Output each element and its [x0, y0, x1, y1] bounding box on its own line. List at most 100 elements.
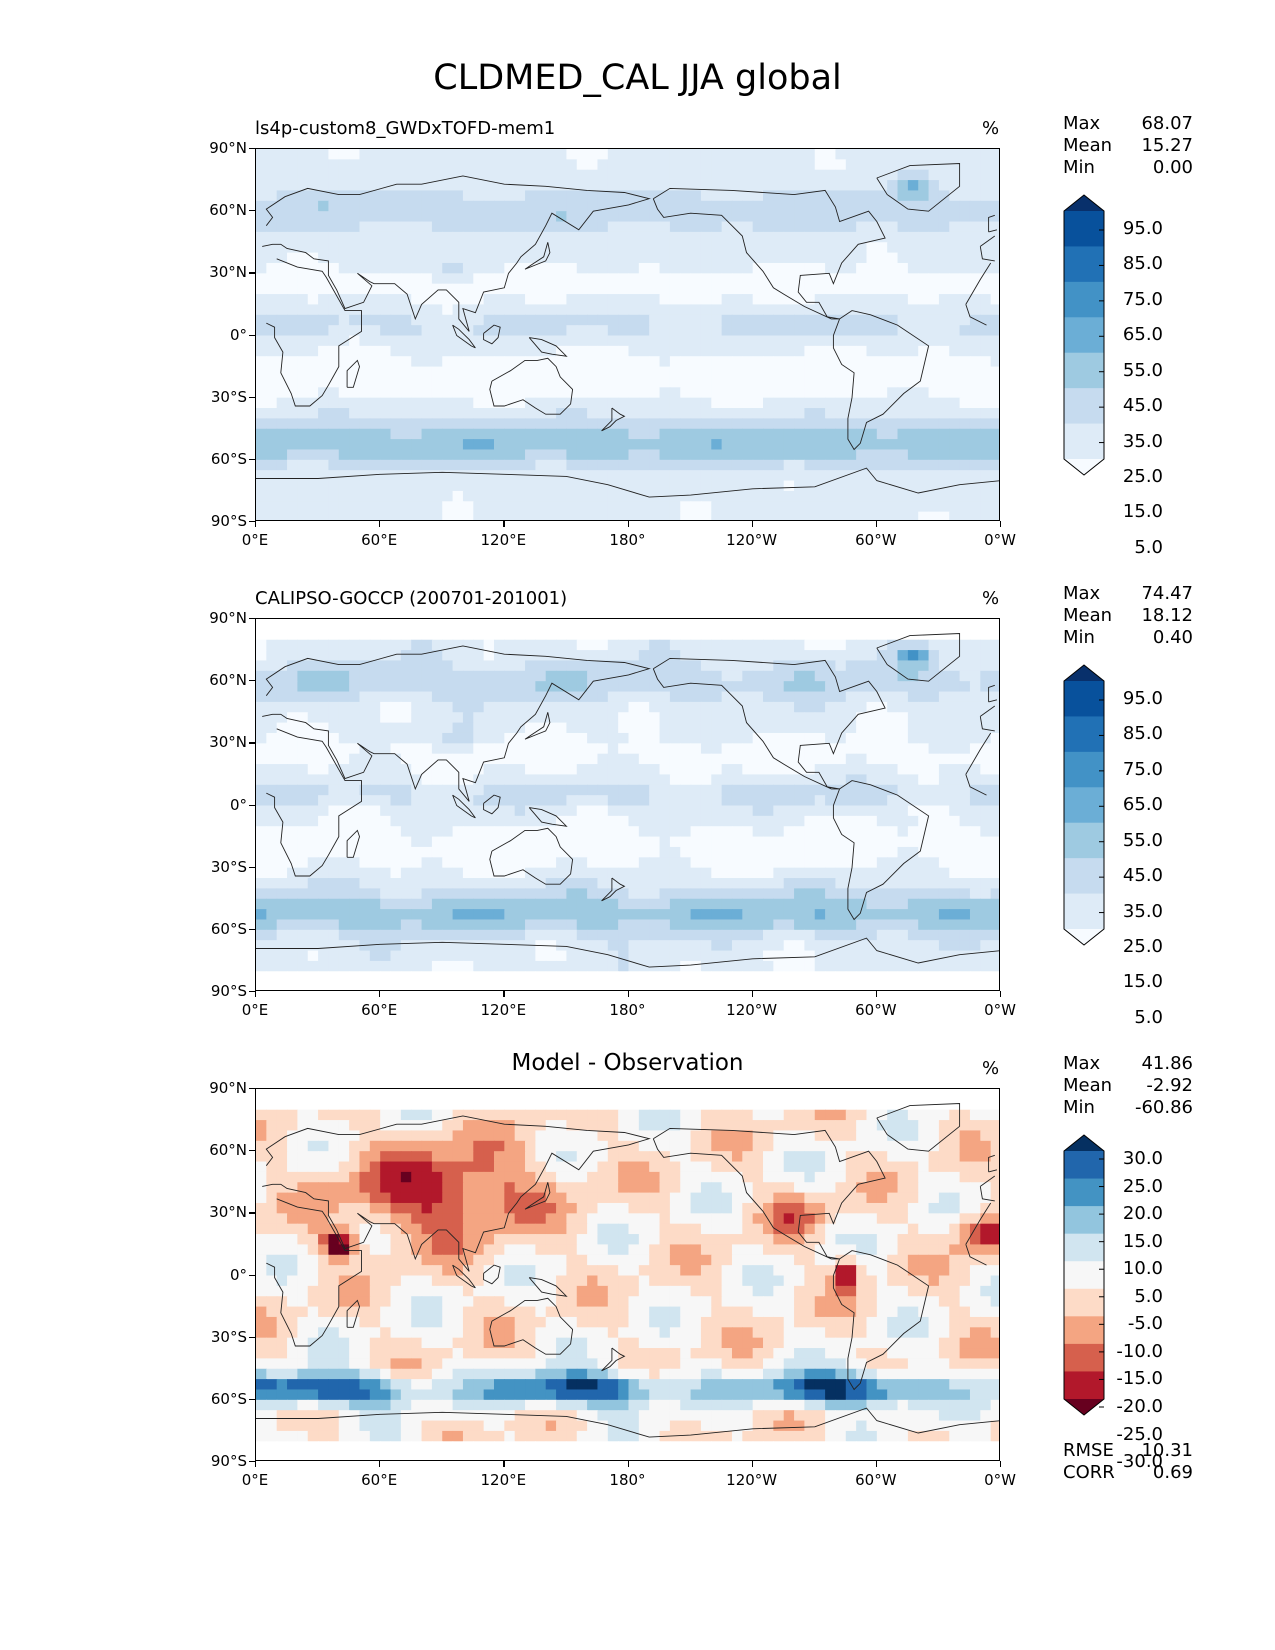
- colorbar-tick-label: 10.0: [1122, 1258, 1163, 1280]
- lon-tick-label: 180°: [609, 531, 646, 549]
- lat-tick-label: 60°S: [210, 1389, 247, 1408]
- colorbar-tick-label: 25.0: [1122, 936, 1163, 957]
- stat-label: Min: [1063, 157, 1095, 178]
- lon-tick-mark: [1000, 521, 1002, 527]
- map-canvas: [256, 149, 999, 520]
- lon-tick-label: 180°: [609, 1471, 646, 1489]
- coastline-newguinea: [528, 807, 568, 827]
- coastline-britain: [988, 214, 998, 233]
- stat-value: 0.00: [1152, 157, 1193, 178]
- lat-tick-label: 90°S: [210, 982, 247, 1000]
- lat-tick-label: 90°N: [209, 609, 247, 627]
- lon-tick-label: 120°E: [480, 1001, 527, 1019]
- lat-tick-label: 0°: [229, 1265, 247, 1284]
- metric-label: RMSE: [1063, 1440, 1114, 1461]
- lat-tick-label: 0°: [229, 795, 247, 814]
- lat-tick-mark: [249, 991, 255, 993]
- lon-tick-label: 120°E: [480, 531, 527, 549]
- lon-tick-mark: [751, 521, 753, 527]
- colorbar-tick-label: -10.0: [1116, 1340, 1163, 1362]
- unit-label: %: [982, 1058, 1000, 1079]
- coastline-antarctica: [256, 937, 999, 968]
- lat-tick-mark: [249, 928, 255, 931]
- lon-tick-mark: [255, 521, 257, 527]
- lon-tick-label: 60°E: [361, 531, 398, 549]
- lon-tick-mark: [875, 521, 878, 527]
- lat-tick-label: 60°S: [210, 449, 247, 468]
- metric-value: 0.69: [1152, 1462, 1193, 1483]
- lon-tick-label: 60°W: [855, 1471, 897, 1489]
- lat-tick-label: 90°S: [210, 512, 247, 530]
- coastline-borneo: [483, 324, 501, 345]
- lat-tick-mark: [249, 458, 255, 461]
- lon-tick-mark: [627, 1461, 629, 1467]
- colorbar: 95.0 85.0 75.0 65.0 55.0 45.0 35.0 25.0 15.0 5.0: [1063, 664, 1163, 1028]
- lat-tick-label: 30°S: [210, 387, 247, 406]
- coastline-greenland: [876, 1103, 961, 1152]
- colorbar-graphic: [1063, 194, 1105, 550]
- coastline-nz: [601, 877, 626, 902]
- lon-tick-mark: [379, 991, 381, 997]
- coastline-namerica: [652, 187, 886, 320]
- lon-tick-label: 60°E: [361, 1471, 398, 1489]
- coastline-antarctica: [256, 1407, 999, 1438]
- colorbar-tick-label: 85.0: [1122, 253, 1163, 275]
- lon-tick-mark: [503, 991, 505, 997]
- coastline-eurasia: [262, 175, 996, 332]
- lat-tick-label: 0°: [229, 325, 247, 344]
- coastline-antarctica: [256, 467, 999, 498]
- lat-tick-mark: [249, 1150, 255, 1152]
- stat-label: Max: [1063, 113, 1101, 134]
- lat-tick-mark: [249, 866, 255, 868]
- lat-tick-label: 30°N: [209, 733, 247, 752]
- coastline-samerica: [832, 310, 930, 451]
- coastline-africa: [266, 1198, 992, 1347]
- coastline-japan: [524, 1182, 551, 1210]
- lat-tick-mark: [249, 1461, 255, 1463]
- lat-tick-label: 90°N: [209, 1079, 247, 1097]
- coastline-samerica: [832, 780, 930, 921]
- lat-tick-label: 60°N: [209, 1141, 247, 1160]
- coastline-sumatra: [452, 324, 476, 349]
- colorbar-tick-label: -20.0: [1116, 1396, 1163, 1417]
- lat-tick-mark: [249, 396, 255, 398]
- stat-label: Mean: [1063, 605, 1113, 626]
- panel-title: CALIPSO-GOCCP (200701-201001): [255, 588, 568, 609]
- colorbar-tick-label: 5.0: [1134, 536, 1163, 558]
- lon-tick-mark: [875, 1461, 878, 1467]
- coastline-newguinea: [528, 337, 568, 357]
- stat-value: 68.07: [1141, 113, 1193, 134]
- lon-tick-label: 0°W: [984, 1001, 1016, 1019]
- colorbar-tick-label: 75.0: [1122, 758, 1163, 780]
- stats-box: Max 41.86 Mean -2.92 Min -60.86: [1063, 1053, 1193, 1119]
- lat-tick-mark: [249, 521, 255, 523]
- lon-tick-mark: [503, 1461, 505, 1467]
- metric-label: CORR: [1063, 1462, 1115, 1483]
- stat-value: 41.86: [1141, 1053, 1193, 1074]
- coastline-namerica: [652, 657, 886, 790]
- coastline-africa: [266, 258, 992, 407]
- lat-tick-label: 30°N: [209, 263, 247, 282]
- stat-label: Max: [1063, 1053, 1101, 1074]
- lat-tick-label: 60°N: [209, 201, 247, 220]
- filled-contours: [256, 1089, 999, 1460]
- colorbar-tick-label: 25.0: [1122, 466, 1163, 487]
- stat-label: Mean: [1063, 1075, 1113, 1096]
- lat-tick-mark: [249, 1336, 255, 1338]
- colorbar-tick-label: 45.0: [1122, 395, 1163, 417]
- lat-tick-label: 30°N: [209, 1203, 247, 1222]
- colorbar-tick-label: 45.0: [1122, 865, 1163, 887]
- coastline-samerica: [832, 1250, 930, 1391]
- lat-tick-mark: [249, 680, 255, 682]
- lon-tick-label: 180°: [609, 1001, 646, 1019]
- stat-label: Max: [1063, 583, 1101, 604]
- colorbar-tick-label: 20.0: [1122, 1203, 1163, 1225]
- colorbar-tick-label: 25.0: [1122, 1175, 1163, 1197]
- filled-contours: [256, 619, 999, 990]
- lat-tick-label: 90°N: [209, 139, 247, 157]
- lon-tick-label: 60°W: [855, 1001, 897, 1019]
- lat-tick-mark: [249, 148, 255, 150]
- colorbar-tick-label: -30.0: [1116, 1451, 1163, 1473]
- colorbar: 95.0 85.0 75.0 65.0 55.0 45.0 35.0 25.0 15.0 5.0: [1063, 194, 1163, 558]
- stat-label: Min: [1063, 1097, 1095, 1118]
